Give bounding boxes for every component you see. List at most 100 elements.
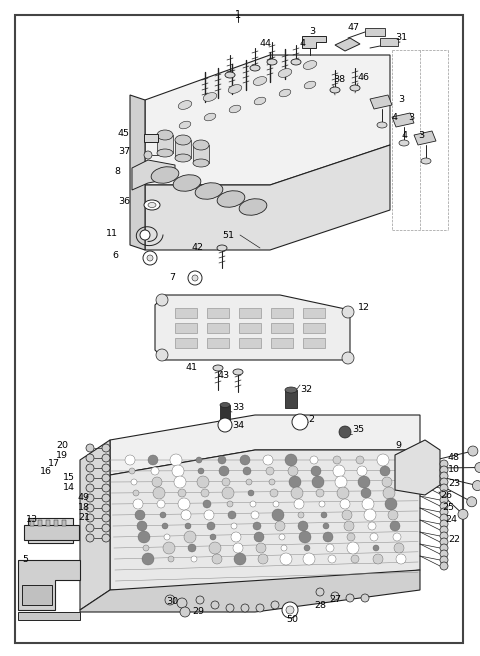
Polygon shape — [395, 440, 440, 495]
Circle shape — [273, 501, 279, 507]
Circle shape — [162, 523, 168, 529]
Circle shape — [102, 474, 110, 482]
Circle shape — [226, 604, 234, 612]
Circle shape — [288, 466, 298, 476]
Ellipse shape — [377, 122, 387, 128]
Circle shape — [165, 595, 175, 605]
Circle shape — [188, 271, 202, 285]
Circle shape — [102, 494, 110, 502]
Circle shape — [204, 510, 214, 520]
Circle shape — [156, 349, 168, 361]
Circle shape — [344, 521, 354, 531]
Ellipse shape — [148, 203, 156, 207]
Circle shape — [184, 531, 196, 543]
Text: 30: 30 — [166, 598, 178, 607]
Text: 3: 3 — [418, 131, 424, 140]
Circle shape — [86, 464, 94, 472]
Circle shape — [281, 545, 287, 551]
Circle shape — [209, 542, 221, 554]
Text: 11: 11 — [106, 228, 118, 237]
Circle shape — [246, 479, 252, 485]
Ellipse shape — [178, 100, 192, 110]
Bar — [62, 520, 66, 526]
Circle shape — [240, 455, 250, 465]
Circle shape — [316, 489, 324, 497]
Bar — [175, 323, 197, 333]
Circle shape — [143, 545, 149, 551]
Circle shape — [312, 476, 324, 488]
Circle shape — [357, 466, 367, 476]
Circle shape — [294, 499, 304, 509]
Circle shape — [340, 499, 350, 509]
Circle shape — [157, 500, 165, 508]
Circle shape — [394, 543, 404, 553]
Ellipse shape — [195, 183, 223, 199]
Circle shape — [270, 489, 278, 497]
Circle shape — [333, 456, 341, 464]
Circle shape — [143, 251, 157, 265]
Text: 4: 4 — [392, 113, 398, 123]
Bar — [30, 520, 34, 526]
Circle shape — [339, 426, 351, 438]
Circle shape — [440, 544, 448, 552]
Text: 14: 14 — [63, 483, 75, 493]
Circle shape — [440, 556, 448, 564]
Circle shape — [153, 487, 165, 499]
Circle shape — [218, 456, 226, 464]
Circle shape — [291, 487, 303, 499]
Text: 17: 17 — [48, 459, 60, 468]
Bar — [220, 405, 230, 421]
Circle shape — [210, 534, 216, 540]
Circle shape — [125, 455, 135, 465]
Circle shape — [342, 306, 354, 318]
Circle shape — [351, 555, 359, 563]
Circle shape — [250, 501, 256, 507]
Circle shape — [440, 526, 448, 534]
Circle shape — [129, 468, 135, 474]
Circle shape — [142, 553, 154, 565]
Ellipse shape — [203, 92, 217, 102]
Ellipse shape — [330, 87, 340, 93]
Text: 10: 10 — [448, 466, 460, 474]
Circle shape — [472, 481, 480, 491]
Polygon shape — [392, 113, 414, 127]
Bar — [303, 308, 325, 318]
Circle shape — [163, 542, 175, 554]
Circle shape — [468, 446, 478, 456]
Text: 42: 42 — [191, 243, 203, 253]
Ellipse shape — [213, 365, 223, 371]
Circle shape — [266, 467, 274, 475]
Circle shape — [289, 476, 301, 488]
Polygon shape — [370, 95, 392, 109]
Circle shape — [256, 543, 266, 553]
Circle shape — [212, 554, 222, 564]
Bar — [207, 323, 229, 333]
Text: 18: 18 — [78, 504, 90, 512]
Bar — [380, 38, 398, 46]
Polygon shape — [414, 131, 436, 145]
Text: 6: 6 — [112, 251, 118, 260]
Bar — [271, 308, 293, 318]
Circle shape — [282, 602, 298, 618]
Circle shape — [231, 523, 237, 529]
Circle shape — [86, 514, 94, 522]
Text: 2: 2 — [308, 415, 314, 424]
Circle shape — [272, 509, 284, 521]
Bar — [24, 525, 79, 540]
Circle shape — [222, 487, 234, 499]
Circle shape — [440, 460, 448, 468]
Circle shape — [323, 523, 329, 529]
Circle shape — [362, 498, 374, 510]
Circle shape — [201, 489, 209, 497]
Circle shape — [440, 514, 448, 522]
Text: 37: 37 — [118, 148, 130, 157]
Text: 19: 19 — [56, 451, 68, 459]
Circle shape — [440, 490, 448, 498]
Circle shape — [440, 466, 448, 474]
Ellipse shape — [225, 72, 235, 78]
Circle shape — [364, 509, 376, 521]
Ellipse shape — [279, 89, 291, 97]
Circle shape — [86, 494, 94, 502]
Circle shape — [303, 553, 315, 565]
Circle shape — [298, 512, 304, 518]
